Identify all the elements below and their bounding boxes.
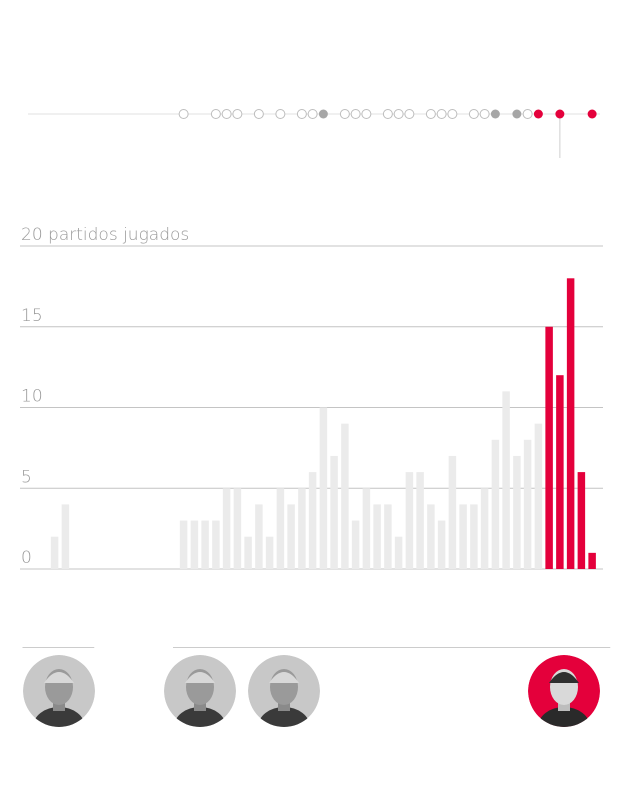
bar-23 bbox=[287, 504, 295, 569]
timeline-dot-25 bbox=[587, 109, 597, 119]
timeline-dot-11 bbox=[361, 109, 372, 119]
bar-32 bbox=[384, 504, 392, 569]
bar-2 bbox=[61, 504, 70, 569]
timeline-dot-20 bbox=[490, 109, 500, 119]
bar-15 bbox=[201, 520, 209, 569]
y-tick-label-5: 5 bbox=[21, 467, 32, 487]
coach-4-avatar bbox=[528, 655, 600, 727]
bar-51 bbox=[588, 552, 596, 569]
bar-17 bbox=[222, 488, 231, 569]
bar-35 bbox=[416, 472, 424, 569]
bar-42 bbox=[491, 439, 500, 569]
bar-28 bbox=[341, 423, 349, 569]
timeline-dot-19 bbox=[479, 109, 490, 119]
bar-37 bbox=[437, 520, 446, 569]
timeline-dot-24 bbox=[555, 109, 565, 119]
timeline-dot-15 bbox=[425, 109, 436, 119]
bar-19 bbox=[244, 536, 252, 569]
timeline-dot-4 bbox=[253, 109, 264, 119]
bar-34 bbox=[405, 472, 414, 569]
y-tick-label-20: 20 partidos jugados bbox=[21, 225, 189, 245]
coach-1-avatar-body bbox=[33, 707, 85, 727]
bar-50 bbox=[577, 472, 586, 569]
bar-25 bbox=[308, 472, 317, 569]
timeline-dot-14 bbox=[404, 109, 415, 119]
timeline-dot-12 bbox=[382, 109, 393, 119]
bar-49 bbox=[566, 278, 575, 569]
bar-22 bbox=[276, 488, 285, 569]
coach-4-avatar-body bbox=[538, 707, 590, 727]
bar-30 bbox=[362, 488, 371, 569]
y-tick-label-0: 0 bbox=[21, 548, 32, 568]
bar-33 bbox=[394, 536, 403, 569]
bar-21 bbox=[265, 536, 274, 569]
timeline-dot-18 bbox=[468, 109, 479, 119]
bar-1 bbox=[50, 536, 59, 569]
timeline-dot-21 bbox=[512, 109, 522, 119]
bar-38 bbox=[448, 455, 457, 569]
coach-3-avatar-hair bbox=[269, 672, 299, 683]
bar-24 bbox=[298, 488, 306, 569]
timeline bbox=[28, 109, 600, 158]
coach-1-avatar bbox=[23, 655, 95, 727]
timeline-dot-13 bbox=[393, 109, 404, 119]
bar-27 bbox=[330, 455, 338, 569]
timeline-dot-6 bbox=[296, 109, 307, 119]
bar-18 bbox=[233, 488, 242, 569]
timeline-dot-10 bbox=[350, 109, 361, 119]
timeline-dot-2 bbox=[221, 109, 232, 119]
y-tick-labels: 0 5 10 15 20 partidos jugados bbox=[21, 225, 189, 568]
bar-16 bbox=[212, 520, 220, 569]
bars bbox=[50, 278, 596, 569]
timeline-dot-16 bbox=[436, 109, 447, 119]
bar-20 bbox=[255, 504, 263, 569]
bar-48 bbox=[556, 375, 564, 569]
bar-13 bbox=[179, 520, 188, 569]
bar-45 bbox=[523, 439, 532, 569]
bar-46 bbox=[534, 423, 543, 569]
y-tick-label-15: 15 bbox=[21, 306, 43, 326]
bar-31 bbox=[373, 504, 381, 569]
timeline-dot-8 bbox=[318, 109, 328, 119]
coach-periods bbox=[22, 647, 611, 727]
bar-41 bbox=[480, 488, 489, 569]
bar-36 bbox=[427, 504, 435, 569]
coach-4-avatar-hair bbox=[549, 672, 579, 683]
timeline-dot-5 bbox=[275, 109, 286, 119]
coach-3-avatar-body bbox=[258, 707, 310, 727]
y-tick-label-10: 10 bbox=[21, 387, 43, 407]
bar-26 bbox=[319, 407, 328, 569]
bar-39 bbox=[459, 504, 467, 569]
bar-14 bbox=[190, 520, 199, 569]
timeline-dot-3 bbox=[232, 109, 243, 119]
timeline-dot-0 bbox=[178, 109, 189, 119]
timeline-dot-23 bbox=[533, 109, 543, 119]
bar-47 bbox=[545, 326, 553, 569]
coach-3-avatar bbox=[248, 655, 320, 727]
timeline-dot-22 bbox=[522, 109, 533, 119]
bar-40 bbox=[470, 504, 478, 569]
timeline-dot-9 bbox=[339, 109, 350, 119]
coach-2-avatar-hair bbox=[185, 672, 215, 683]
timeline-dot-7 bbox=[307, 109, 318, 119]
timeline-dot-1 bbox=[210, 109, 221, 119]
bar-29 bbox=[351, 520, 360, 569]
coach-2-avatar bbox=[164, 655, 236, 727]
coach-1-avatar-hair bbox=[44, 672, 74, 683]
coach-2-avatar-body bbox=[174, 707, 226, 727]
bar-43 bbox=[502, 391, 510, 569]
timeline-dot-17 bbox=[447, 109, 458, 119]
bar-44 bbox=[513, 455, 521, 569]
